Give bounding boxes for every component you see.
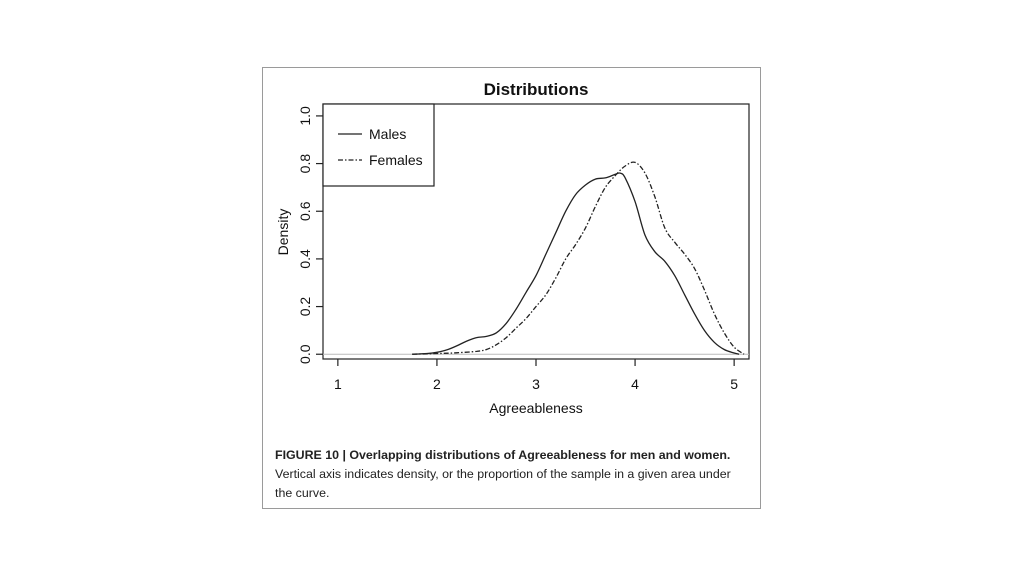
series-line-females [412,161,745,355]
y-tick-label: 0.4 [297,249,313,269]
legend-label-females: Females [369,152,423,168]
x-tick-label: 4 [631,376,639,392]
x-axis-label: Agreeableness [489,400,582,416]
x-tick-label: 5 [730,376,738,392]
x-axis: 1 2 3 4 5 [334,359,738,392]
legend-box [322,103,435,187]
figure-caption: FIGURE 10 | Overlapping distributions of… [275,446,745,503]
y-tick-label: 0.6 [297,201,313,221]
x-tick-label: 2 [433,376,441,392]
y-tick-label: 0.0 [297,344,313,364]
legend: Males Females [322,103,435,187]
x-tick-label: 1 [334,376,342,392]
legend-label-males: Males [369,126,406,142]
series-line-males [412,172,740,355]
y-tick-label: 0.2 [297,297,313,317]
x-tick-label: 3 [532,376,540,392]
caption-text: Vertical axis indicates density, or the … [275,467,731,500]
y-tick-label: 1.0 [297,106,313,126]
series-group [412,161,745,355]
y-tick-label: 0.8 [297,154,313,174]
caption-bold: FIGURE 10 | Overlapping distributions of… [275,448,731,462]
chart-title: Distributions [484,80,589,99]
y-axis: 0.0 0.2 0.4 0.6 0.8 1.0 [297,106,323,364]
y-axis-label: Density [275,209,291,256]
